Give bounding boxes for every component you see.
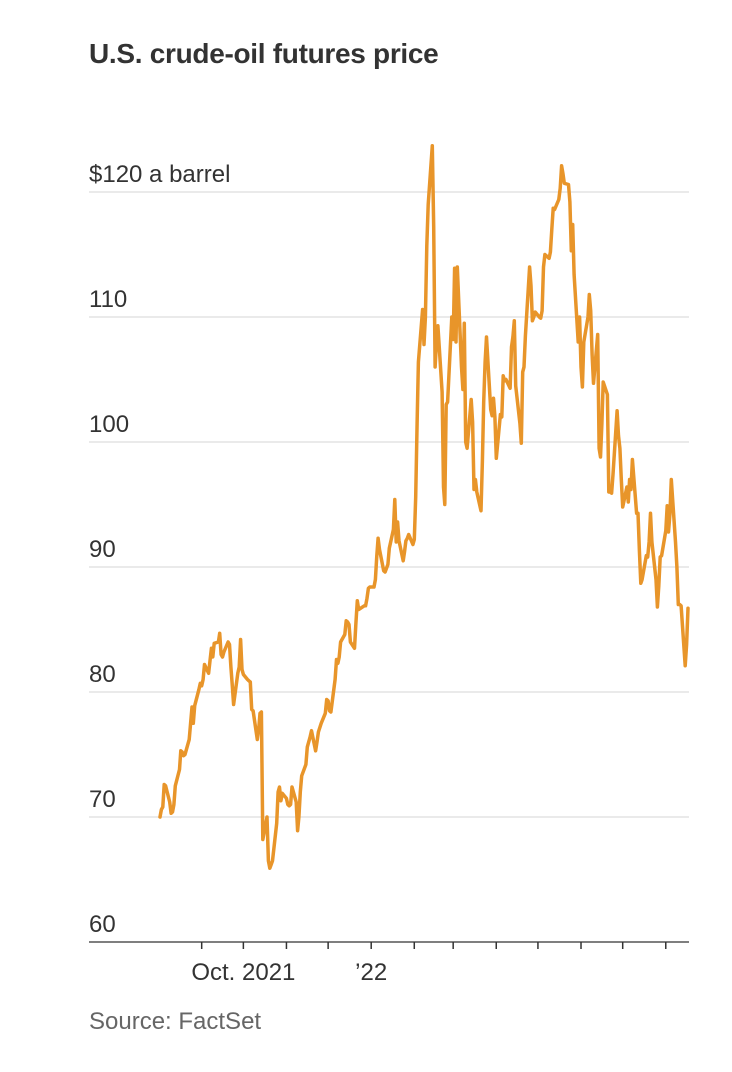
x-axis: Oct. 2021 ’22 (191, 942, 667, 986)
series-group (158, 143, 690, 870)
y-tick-label-80: 80 (89, 661, 116, 688)
y-tick-label-70: 70 (89, 786, 116, 813)
line-chart: 60 70 80 90 100 110 $120 a barrel Oct. 2021 ’22 (89, 143, 690, 986)
chart-title: U.S. crude-oil futures price (89, 38, 439, 69)
y-tick-label-90: 90 (89, 536, 116, 563)
gridlines (89, 191, 689, 943)
x-tick-label-2021-10-01: Oct. 2021 (191, 959, 295, 986)
price-series-line (158, 143, 690, 870)
y-tick-label-100: 100 (89, 411, 129, 438)
y-tick-label-120: $120 a barrel (89, 161, 230, 188)
x-tick-label-2022-01-01: ’22 (355, 959, 387, 986)
source-note: Source: FactSet (89, 1008, 262, 1035)
y-tick-label-110: 110 (89, 286, 127, 313)
y-axis-labels: 60 70 80 90 100 110 $120 a barrel (89, 161, 230, 938)
y-tick-label-60: 60 (89, 911, 116, 938)
